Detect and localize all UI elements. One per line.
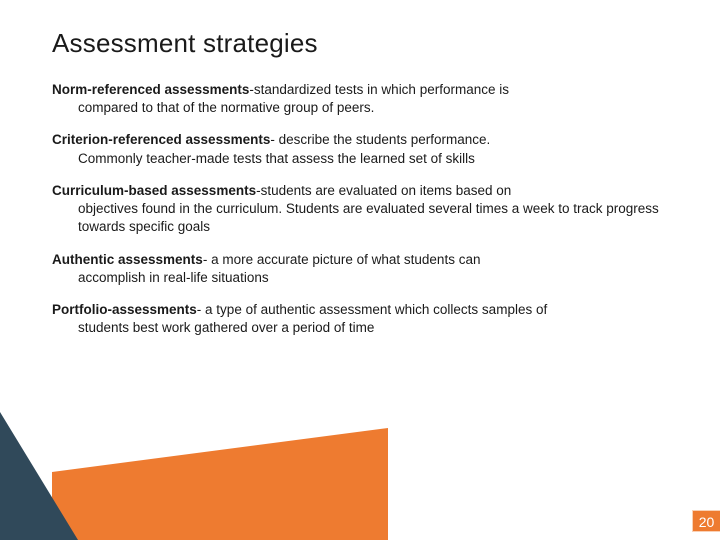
- orange-shape: [52, 428, 388, 540]
- term: Norm-referenced assessments: [52, 82, 249, 97]
- definition-text: a more accurate picture of what students…: [211, 252, 480, 267]
- separator: -: [203, 252, 211, 267]
- definition-continuation: Commonly teacher-made tests that assess …: [52, 150, 668, 168]
- slide: Assessment strategies Norm-referenced as…: [0, 0, 720, 540]
- definition-continuation: accomplish in real-life situations: [52, 269, 668, 287]
- term: Curriculum-based assessments: [52, 183, 256, 198]
- definition-item: Norm-referenced assessments-standardized…: [52, 81, 668, 117]
- definition-continuation: students best work gathered over a perio…: [52, 319, 668, 337]
- term: Portfolio-assessments: [52, 302, 197, 317]
- definition-continuation: objectives found in the curriculum. Stud…: [52, 200, 668, 236]
- slide-body: Norm-referenced assessments - standardized…: [52, 81, 668, 337]
- page-number: 20: [692, 510, 720, 532]
- definition-text: describe the students performance.: [279, 132, 491, 147]
- definition-item: Curriculum-based assessments-students ar…: [52, 182, 668, 237]
- definition-text: standardized tests in which performance …: [254, 82, 509, 97]
- separator: -: [270, 132, 278, 147]
- term: Authentic assessments: [52, 252, 203, 267]
- dark-triangle: [0, 412, 78, 540]
- definition-item: Authentic assessments- a more accurate p…: [52, 251, 668, 287]
- slide-title: Assessment strategies: [52, 28, 668, 59]
- separator: -: [197, 302, 205, 317]
- definition-continuation: compared to that of the normative group …: [52, 99, 668, 117]
- definition-text: students are evaluated on items based on: [261, 183, 512, 198]
- decoration-svg: [0, 400, 400, 540]
- definition-item: Criterion-referenced assessments- descri…: [52, 131, 668, 167]
- corner-decoration: [0, 400, 400, 540]
- term: Criterion-referenced assessments: [52, 132, 270, 147]
- definition-text: a type of authentic assessment which col…: [205, 302, 547, 317]
- definition-item: Portfolio-assessments- a type of authent…: [52, 301, 668, 337]
